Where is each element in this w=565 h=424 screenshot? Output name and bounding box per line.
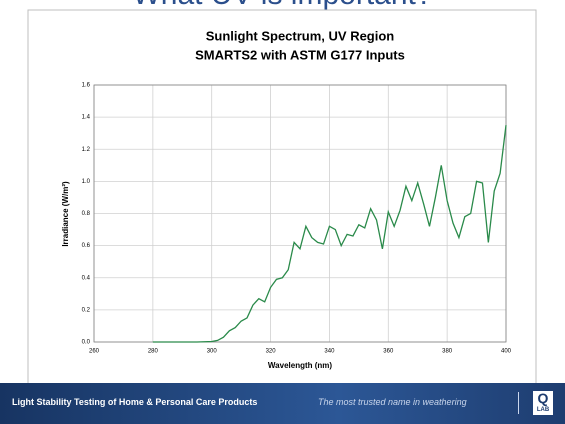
x-tick-label: 280 bbox=[148, 349, 159, 355]
separator bbox=[518, 392, 519, 414]
logo-lab: LAB bbox=[536, 407, 550, 413]
x-tick-label: 320 bbox=[266, 349, 277, 355]
x-tick-label: 340 bbox=[324, 349, 335, 355]
y-tick-label: 0.8 bbox=[82, 211, 91, 217]
x-axis-label: Wavelength (nm) bbox=[268, 361, 332, 370]
y-axis-label: Irradiance (W/m²) bbox=[61, 181, 70, 247]
x-tick-label: 360 bbox=[383, 349, 394, 355]
y-tick-label: 0.2 bbox=[82, 307, 91, 313]
y-tick-label: 0.0 bbox=[82, 340, 91, 346]
chart-subtitle: SMARTS2 with ASTM G177 Inputs bbox=[195, 47, 405, 62]
x-tick-label: 260 bbox=[89, 349, 100, 355]
x-tick-label: 300 bbox=[207, 349, 218, 355]
chart-box bbox=[27, 9, 537, 385]
x-tick-label: 400 bbox=[501, 349, 512, 355]
logo: Q LAB bbox=[533, 391, 553, 415]
slide-title: What UV is important? bbox=[0, 0, 565, 12]
y-tick-label: 0.4 bbox=[82, 275, 91, 281]
x-tick-label: 380 bbox=[442, 349, 453, 355]
y-tick-label: 0.6 bbox=[82, 243, 91, 249]
footer-left: Light Stability Testing of Home & Person… bbox=[12, 397, 258, 407]
data-line bbox=[152, 125, 507, 343]
logo-q: Q bbox=[537, 390, 549, 406]
y-tick-label: 1.4 bbox=[82, 115, 91, 121]
y-tick-label: 1.0 bbox=[82, 179, 91, 185]
footer-tagline: The most trusted name in weathering bbox=[318, 397, 467, 407]
y-tick-label: 1.6 bbox=[82, 83, 91, 89]
chart-title: Sunlight Spectrum, UV Region bbox=[206, 28, 395, 43]
y-tick-label: 1.2 bbox=[82, 147, 91, 153]
footer: Light Stability Testing of Home & Person… bbox=[0, 383, 565, 424]
plot-frame bbox=[93, 84, 507, 343]
